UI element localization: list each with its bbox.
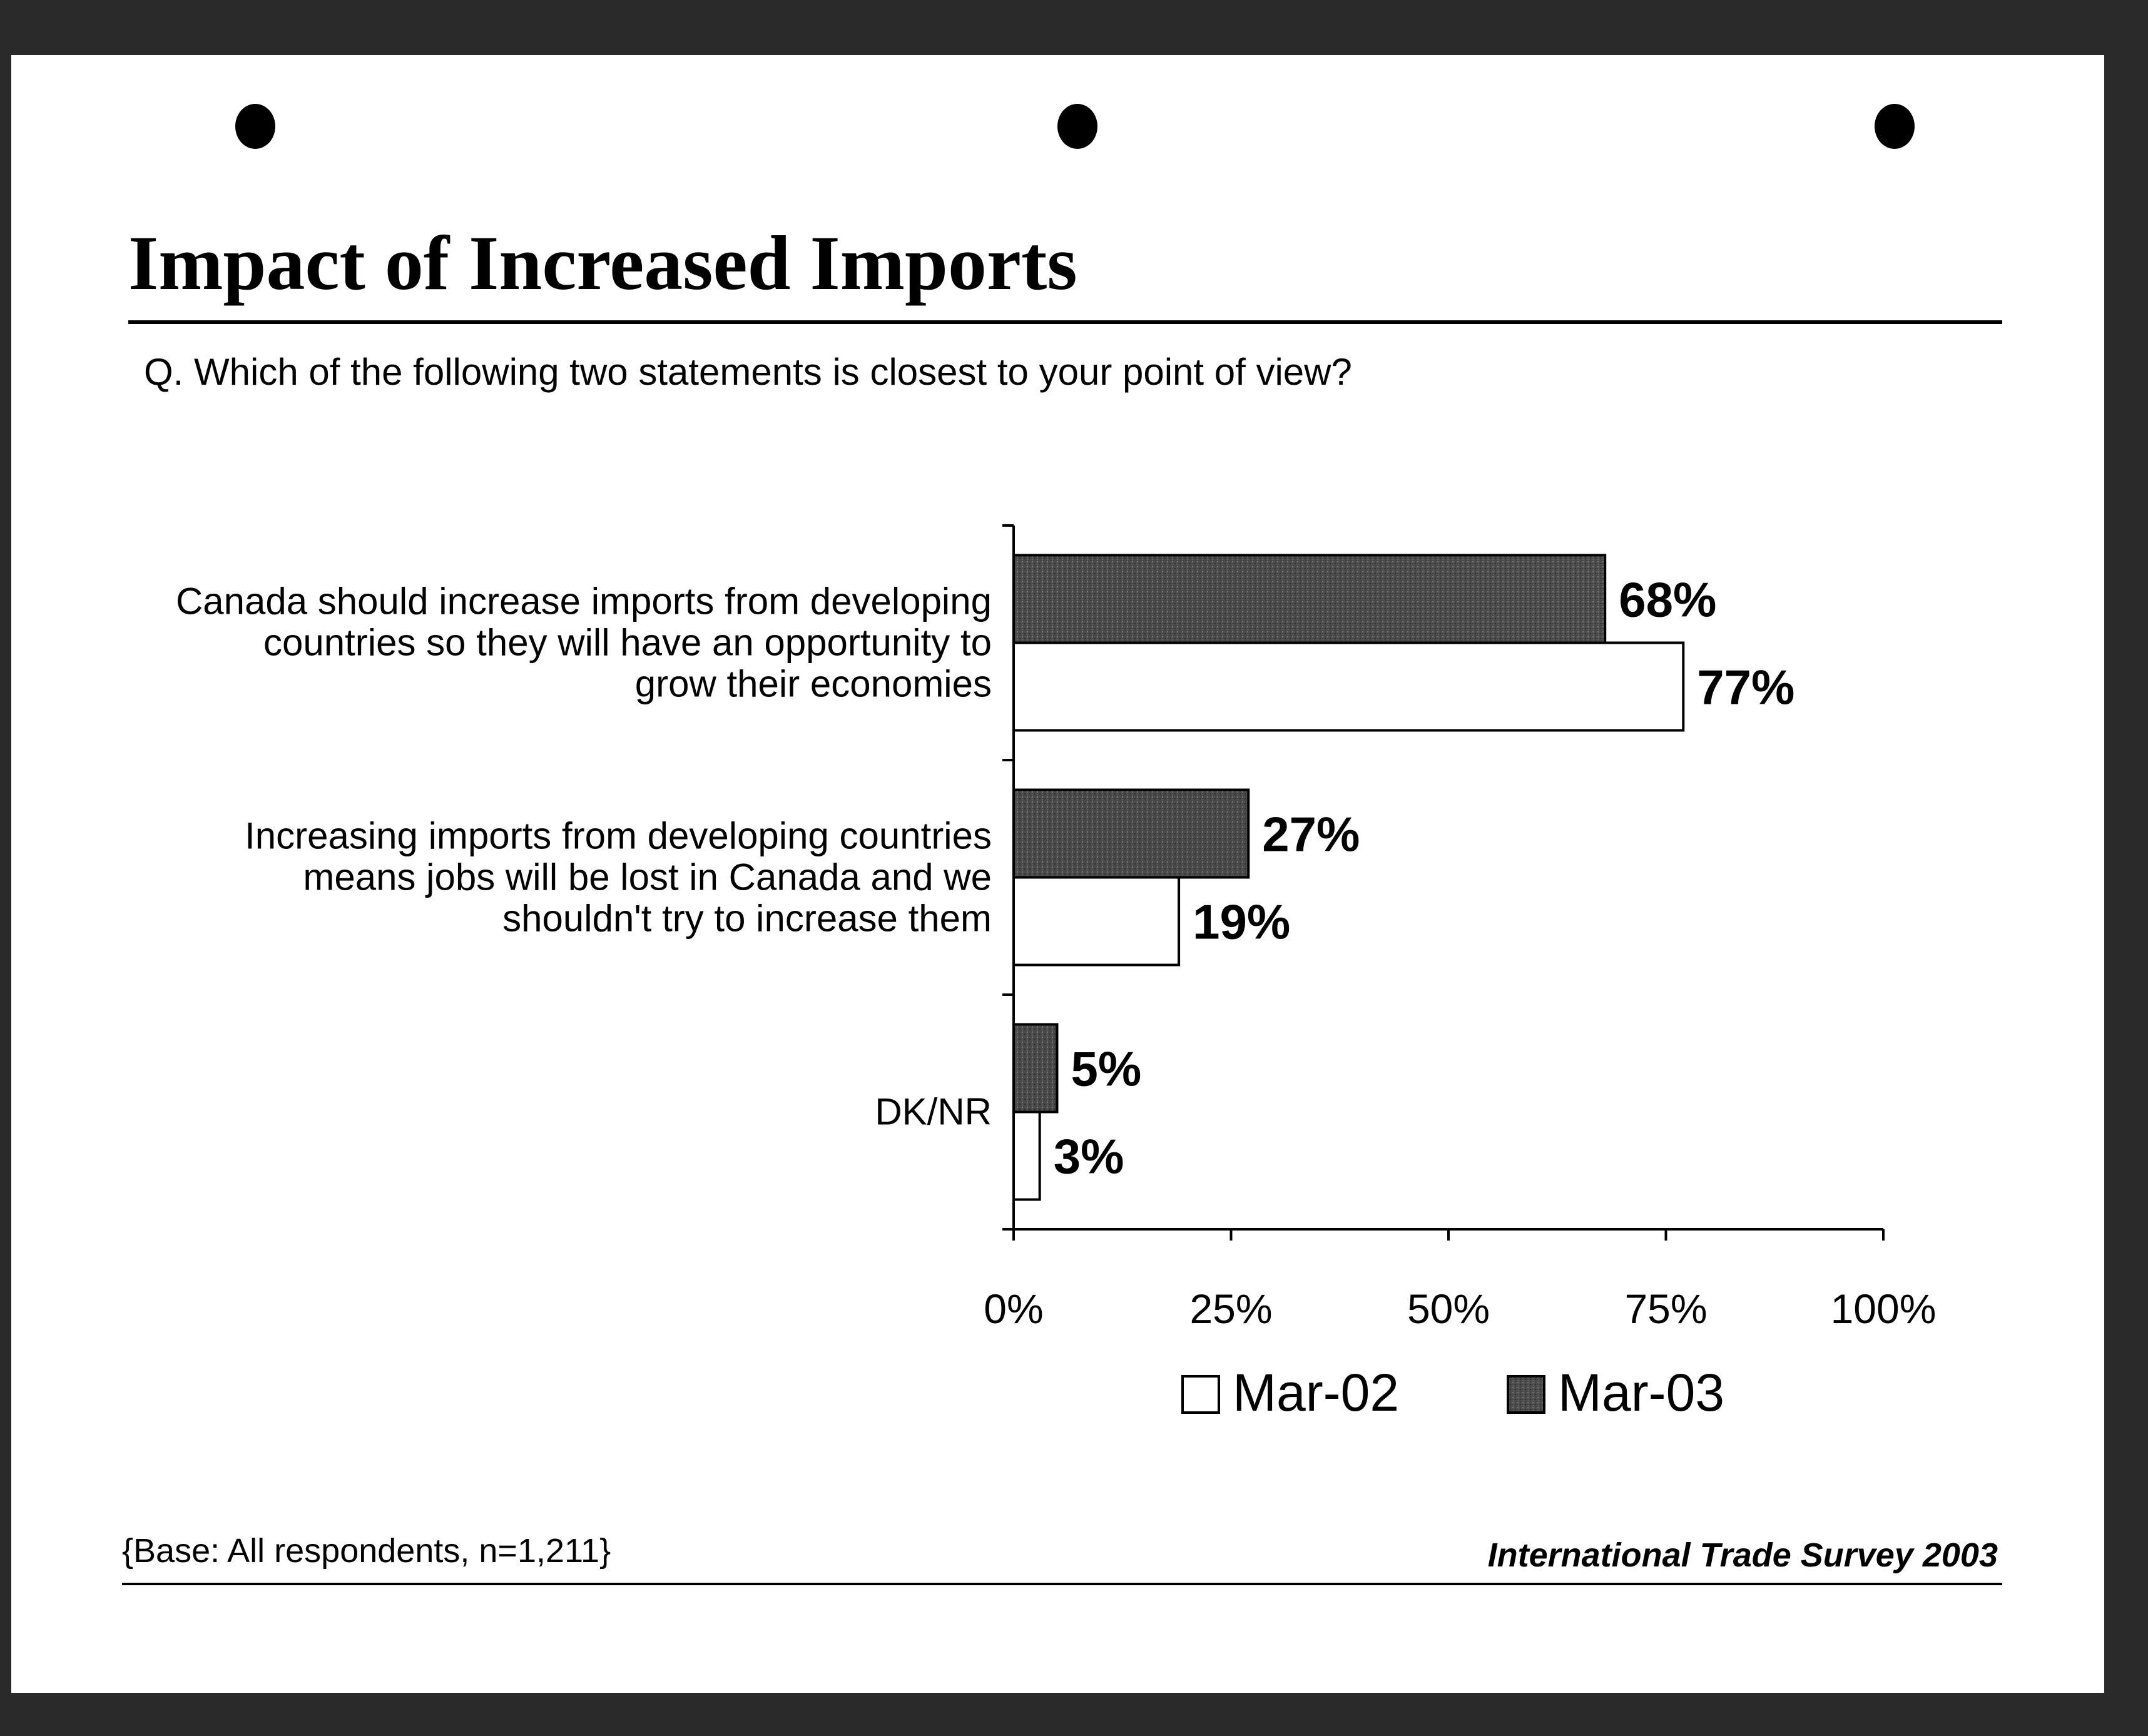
footer-rule [122, 1583, 2002, 1585]
x-tick-label: 25% [1189, 1286, 1272, 1332]
value-label: 68% [1619, 572, 1716, 627]
legend-label: Mar-02 [1233, 1363, 1399, 1422]
category-label: Increasing imports from developing count… [245, 815, 992, 940]
x-tick-label: 0% [984, 1286, 1043, 1332]
legend-swatch-mar-03 [1507, 1375, 1545, 1414]
chart-axes: 0% 25% 50% 75% 100% [984, 524, 1937, 1332]
punch-hole-left [235, 104, 275, 149]
title-rule [128, 320, 2002, 324]
value-label: 27% [1262, 807, 1360, 862]
value-label: 5% [1071, 1042, 1142, 1097]
chart-legend: Mar-02 Mar-03 [1181, 1363, 1724, 1422]
chart-labels: 68% 77% Canada should increase imports fro… [176, 572, 1794, 1184]
x-tick-label: 50% [1407, 1286, 1490, 1332]
page-title: Impact of Increased Imports [128, 220, 1077, 306]
value-label: 77% [1697, 660, 1794, 715]
bar-mar-02-1 [1012, 876, 1181, 967]
bar-mar-02-0 [1012, 641, 1685, 732]
bar-mar-03-0 [1012, 554, 1607, 644]
value-label: 19% [1193, 895, 1290, 950]
base-note: {Base: All respondents, n=1,211} [122, 1532, 611, 1570]
punch-hole-center [1057, 104, 1097, 149]
bar-mar-03-1 [1012, 788, 1250, 879]
category-label: DK/NR [875, 1091, 992, 1133]
value-label: 3% [1054, 1129, 1124, 1184]
x-tick-label: 100% [1831, 1286, 1937, 1332]
survey-question: Q. Which of the following two statements… [144, 351, 1352, 393]
legend-swatch-mar-02 [1181, 1375, 1220, 1414]
x-tick-label: 75% [1624, 1286, 1707, 1332]
bar-mar-03-2 [1012, 1023, 1059, 1114]
bar-mar-02-2 [1012, 1110, 1041, 1201]
category-label: Canada should increase imports from deve… [176, 581, 992, 705]
source-note: International Trade Survey 2003 [1487, 1536, 1998, 1574]
legend-label: Mar-03 [1558, 1363, 1724, 1422]
punch-hole-right [1875, 104, 1915, 149]
chart-bars [1012, 554, 1685, 1201]
